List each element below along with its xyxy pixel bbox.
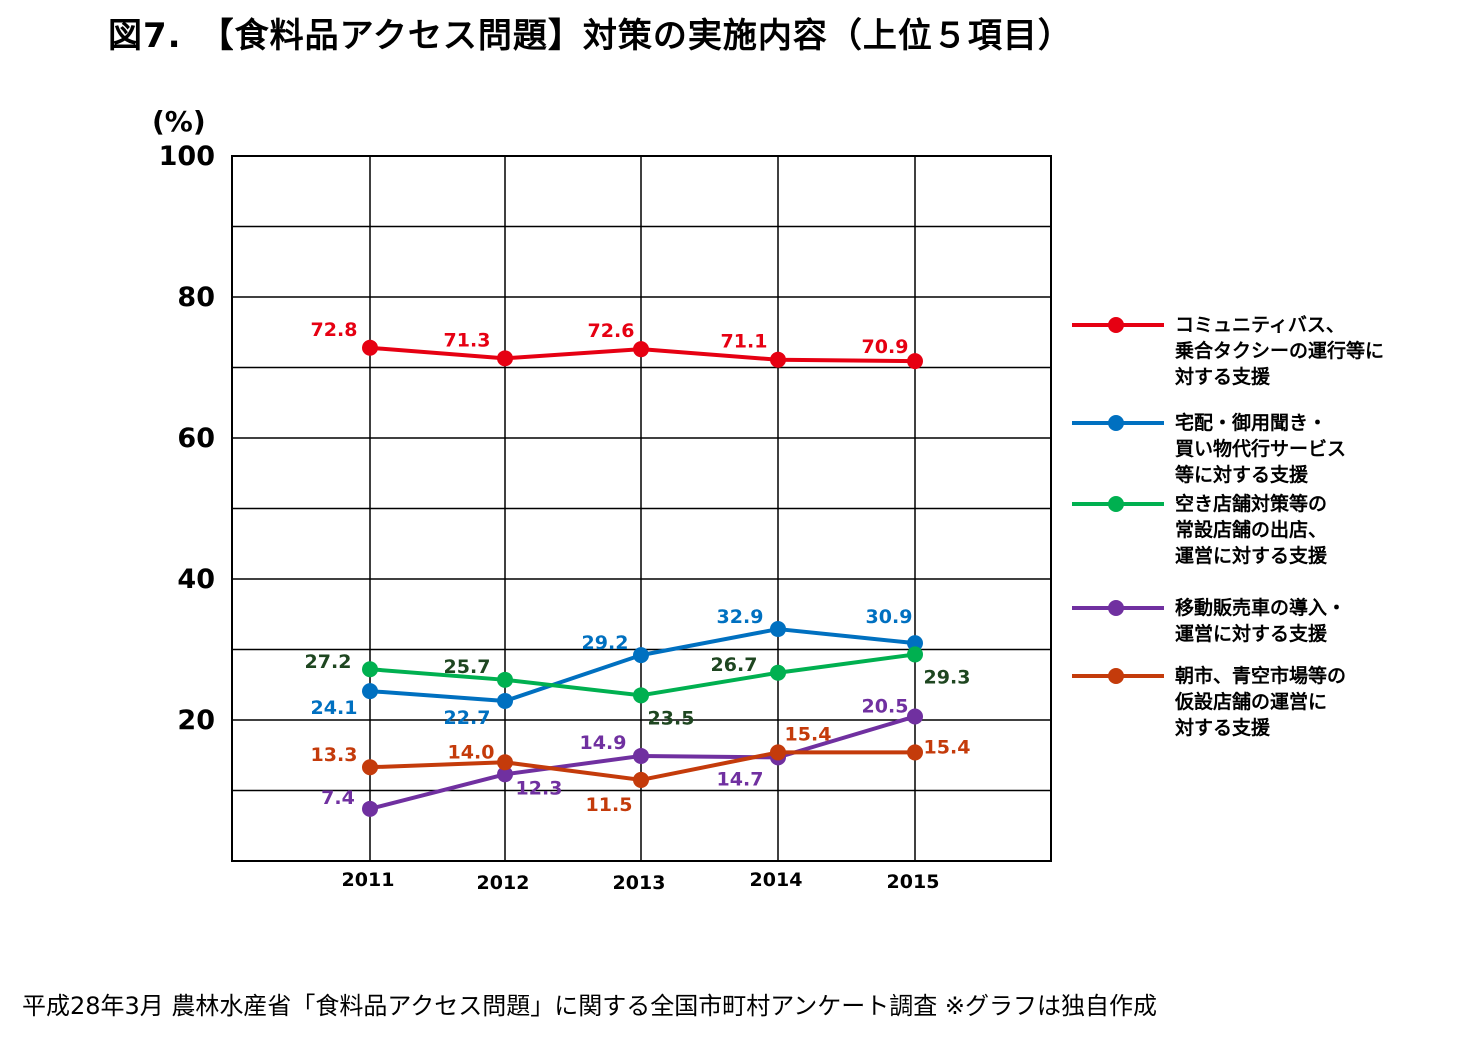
data-point (770, 351, 786, 368)
y-tick-label: 100 (159, 141, 215, 172)
x-tick-label: 2012 (477, 872, 530, 894)
data-label: 72.6 (588, 320, 635, 342)
x-tick-label: 2011 (342, 869, 395, 891)
data-point (770, 744, 786, 761)
legend-label: 移動販売車の導入・ 運営に対する支援 (1175, 597, 1347, 645)
y-unit-label: (%) (152, 105, 206, 138)
data-label: 13.3 (311, 744, 358, 766)
data-label: 30.9 (866, 606, 913, 628)
data-label: 12.3 (516, 777, 563, 799)
data-point (633, 771, 649, 788)
x-tick-label: 2015 (887, 871, 940, 893)
line-chart: 20 40 60 80 100(%) 2011 2012 2013 2014 2015 72.8 71… (152, 105, 1052, 894)
data-label: 72.8 (311, 319, 358, 341)
chart-title: 図7. 【食料品アクセス問題】対策の実施内容（上位５項目） (108, 16, 1073, 56)
data-label: 25.7 (444, 656, 491, 678)
data-point (633, 687, 649, 704)
data-point (497, 692, 513, 709)
data-point (907, 635, 923, 652)
data-point (362, 339, 378, 356)
data-point (907, 353, 923, 370)
data-label: 7.4 (321, 787, 355, 809)
x-tick-label: 2013 (613, 872, 666, 894)
legend-label: 朝市、青空市場等の 仮設店舗の運営に 対する支援 (1175, 665, 1347, 739)
data-label: 20.5 (862, 695, 909, 717)
y-tick-label: 20 (177, 705, 215, 736)
data-label: 70.9 (862, 336, 909, 358)
data-point (907, 744, 923, 761)
data-label: 14.9 (580, 732, 627, 754)
legend-label: コミュニティバス、 乗合タクシーの運行等に 対する支援 (1175, 314, 1385, 388)
data-point (497, 766, 513, 783)
data-point (362, 683, 378, 700)
data-label: 32.9 (717, 606, 764, 628)
source-note: 平成28年3月 農林水産省「食料品アクセス問題」に関する全国市町村アンケート調査… (22, 992, 1158, 1020)
data-point (770, 621, 786, 638)
data-label: 26.7 (711, 654, 758, 676)
legend-label: 宅配・御用聞き・ 買い物代行サービス 等に対する支援 (1175, 412, 1347, 486)
y-tick-label: 80 (177, 282, 215, 313)
data-point (633, 647, 649, 664)
data-point (770, 664, 786, 681)
legend-swatch-dot (1108, 668, 1124, 684)
data-label: 14.7 (717, 768, 764, 790)
y-tick-label: 40 (177, 564, 215, 595)
data-point (633, 747, 649, 764)
y-tick-label: 60 (177, 423, 215, 454)
legend-swatch-dot (1108, 415, 1124, 431)
data-point (633, 341, 649, 358)
data-point (497, 754, 513, 771)
legend-swatch-dot (1108, 496, 1124, 512)
data-label: 29.2 (582, 632, 629, 654)
data-label: 29.3 (924, 666, 971, 688)
data-label: 15.4 (785, 723, 832, 745)
data-point (497, 671, 513, 688)
x-tick-label: 2014 (750, 869, 803, 891)
legend: コミュニティバス、 乗合タクシーの運行等に 対する支援 宅配・御用聞き・ 買い物代… (1070, 0, 1460, 800)
data-label: 11.5 (586, 794, 633, 816)
data-point (362, 759, 378, 776)
data-label: 71.1 (721, 331, 768, 353)
data-label: 24.1 (311, 697, 358, 719)
legend-swatch-dot (1108, 600, 1124, 616)
data-point (362, 661, 378, 678)
data-point (907, 708, 923, 725)
data-point (907, 646, 923, 663)
data-label: 15.4 (924, 736, 971, 758)
legend-label: 空き店舗対策等の 常設店舗の出店、 運営に対する支援 (1175, 493, 1328, 567)
data-label: 23.5 (648, 707, 695, 729)
legend-swatch-dot (1108, 317, 1124, 333)
data-label: 22.7 (444, 707, 491, 729)
data-point (497, 350, 513, 367)
data-label: 71.3 (444, 329, 491, 351)
data-label: 14.0 (448, 741, 495, 763)
data-label: 27.2 (305, 651, 352, 673)
data-point (362, 800, 378, 817)
